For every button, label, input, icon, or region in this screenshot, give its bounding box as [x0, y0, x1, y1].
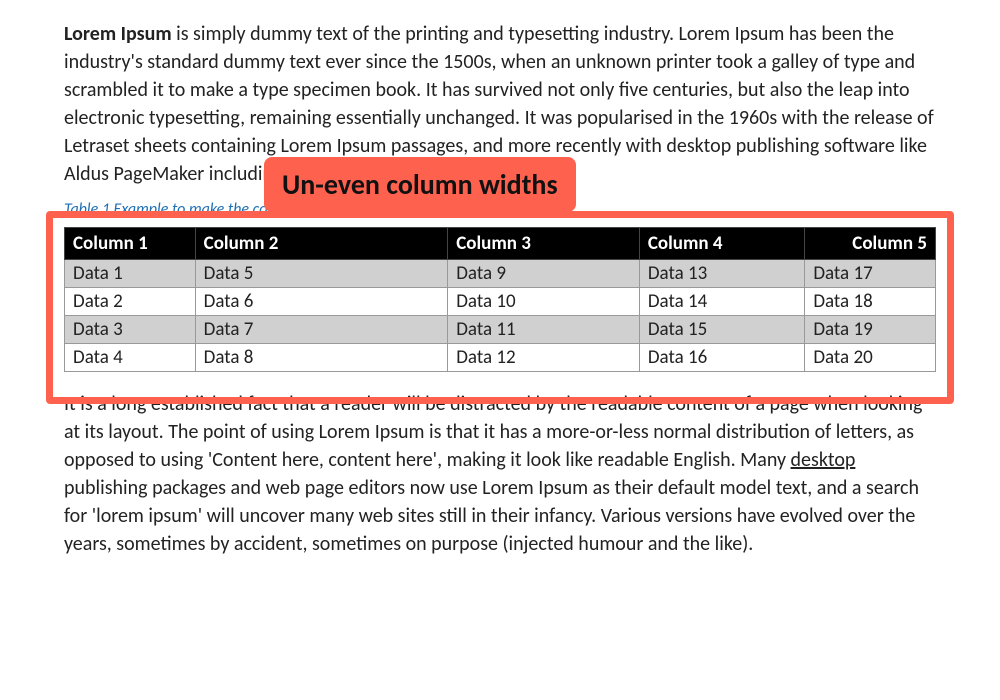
table-header-cell: Column 2 [195, 228, 448, 260]
table-body: Data 1Data 5Data 9Data 13Data 17Data 2Da… [65, 260, 936, 372]
table-row: Data 3Data 7Data 11Data 15Data 19 [65, 316, 936, 344]
table-cell: Data 11 [448, 316, 640, 344]
table-cell: Data 14 [639, 288, 804, 316]
paragraph-2: It is a long established fact that a rea… [64, 390, 936, 558]
table-cell: Data 4 [65, 344, 196, 372]
paragraph-1-lead: Lorem Ipsum [64, 22, 172, 46]
table-head: Column 1Column 2Column 3Column 4Column 5 [65, 228, 936, 260]
table-cell: Data 6 [195, 288, 448, 316]
table-cell: Data 3 [65, 316, 196, 344]
data-table: Column 1Column 2Column 3Column 4Column 5… [64, 227, 936, 372]
table-header-cell: Column 4 [639, 228, 804, 260]
table-cell: Data 9 [448, 260, 640, 288]
table-cell: Data 7 [195, 316, 448, 344]
table-cell: Data 8 [195, 344, 448, 372]
table-cell: Data 1 [65, 260, 196, 288]
table-cell: Data 15 [639, 316, 804, 344]
table-header-cell: Column 5 [805, 228, 936, 260]
table-row: Data 4Data 8Data 12Data 16Data 20 [65, 344, 936, 372]
table-cell: Data 10 [448, 288, 640, 316]
table-header-cell: Column 3 [448, 228, 640, 260]
callout-label: Un-even column widths [264, 157, 576, 212]
table-cell: Data 13 [639, 260, 804, 288]
table-cell: Data 17 [805, 260, 936, 288]
desktop-link[interactable]: desktop [791, 448, 856, 472]
table-row: Data 2Data 6Data 10Data 14Data 18 [65, 288, 936, 316]
table-cell: Data 16 [639, 344, 804, 372]
table-cell: Data 18 [805, 288, 936, 316]
table-cell: Data 5 [195, 260, 448, 288]
table-cell: Data 12 [448, 344, 640, 372]
document-page: Lorem Ipsum is simply dummy text of the … [0, 0, 1000, 590]
table-cell: Data 19 [805, 316, 936, 344]
table-row: Data 1Data 5Data 9Data 13Data 17 [65, 260, 936, 288]
table-cell: Data 2 [65, 288, 196, 316]
table-header-row: Column 1Column 2Column 3Column 4Column 5 [65, 228, 936, 260]
table-header-cell: Column 1 [65, 228, 196, 260]
table-cell: Data 20 [805, 344, 936, 372]
table-wrap: Un-even column widths Column 1Column 2Co… [64, 227, 936, 372]
paragraph-2-post: publishing packages and web page editors… [64, 476, 919, 556]
